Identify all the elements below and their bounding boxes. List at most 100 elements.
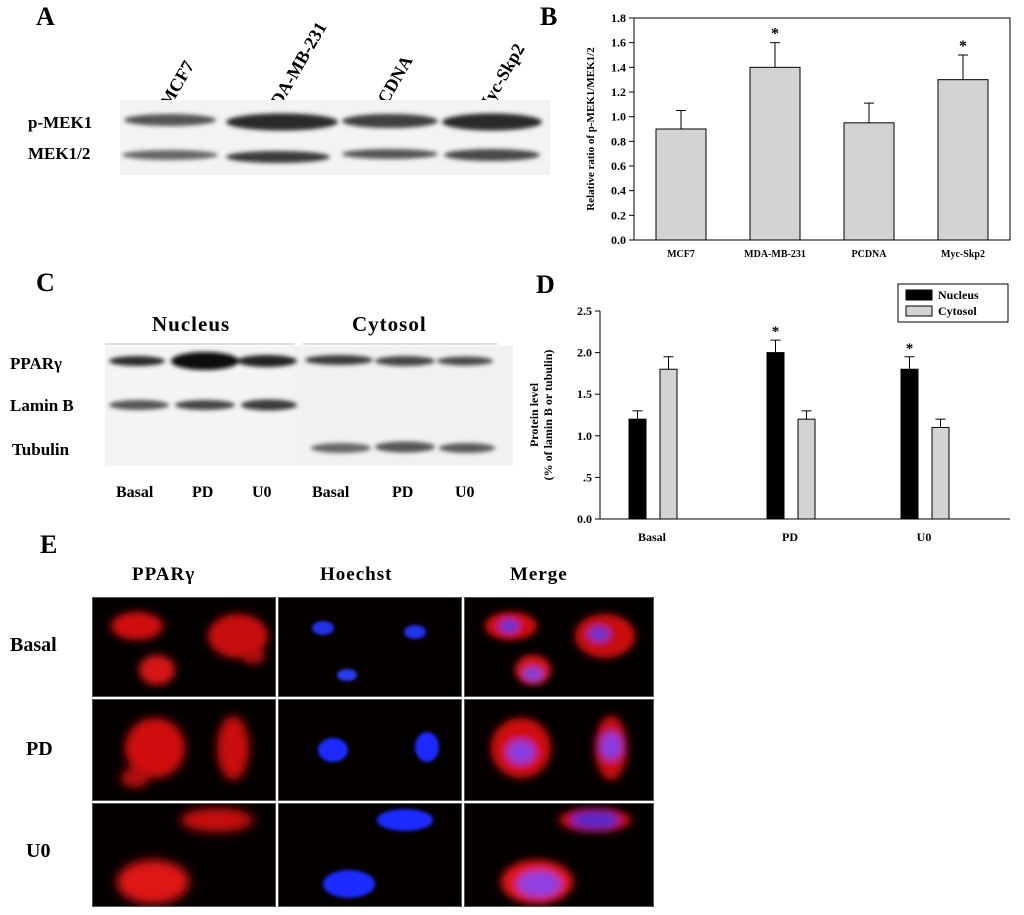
panel-b-letter: B: [540, 2, 558, 31]
lane-label-basal-c: Basal: [312, 484, 350, 501]
micrograph-u0-ppar: [92, 803, 276, 907]
chart-b-significance-mda-mb-231: *: [771, 26, 779, 43]
band-ppar-pd-c: [375, 356, 435, 366]
row-label-p-mek1: p-MEK1: [28, 113, 93, 132]
lane-label-basal-n: Basal: [116, 484, 154, 501]
chart-b-xlabel-mda-mb-231: MDA-MB-231: [744, 249, 806, 260]
chart-d-legend-label-cytosol: Cytosol: [938, 304, 977, 318]
panel-d-letter: D: [536, 270, 555, 299]
chart-d-xlabel-u0: U0: [917, 530, 932, 544]
band-mek-pcdna: [342, 149, 438, 159]
chart-d: 0.0 .5 1.0 1.5 2.0 2.5 Protein level (% of lami…: [527, 283, 1010, 544]
chart-b-ytick-label: 0.2: [611, 208, 626, 222]
band-tubulin-pd: [375, 441, 435, 453]
lane-label-pd-c: PD: [392, 484, 414, 501]
band-mek-mda: [226, 151, 330, 163]
chart-d-bar-nucleus-u0: [900, 368, 919, 520]
chart-b-bar-mcf7: [655, 128, 707, 241]
micro-row-pd: PD: [26, 738, 53, 760]
chart-b-bar-pcdna: [843, 122, 895, 241]
band-pmek1-mcf7: [124, 114, 216, 126]
chart-d-ytick-label: 2.0: [577, 346, 592, 360]
micrograph-u0-hoechst: [278, 803, 462, 907]
chart-b-xlabel-myc-skp2: Myc-Skp2: [941, 249, 985, 260]
band-mek-mcf7: [122, 150, 218, 160]
chart-b-xlabel-pcdna: PCDNA: [852, 249, 888, 260]
band-ppar-pd-n: [171, 352, 239, 370]
micro-col-hoechst: Hoechst: [320, 564, 393, 585]
micrograph-u0-merge: [464, 803, 654, 907]
micro-col-merge: Merge: [510, 564, 568, 585]
chart-d-legend: Nucleus Cytosol: [897, 283, 1009, 323]
chart-d-bar-nucleus-pd: [766, 352, 785, 520]
row-label-ppar-gamma: PPARγ: [10, 354, 63, 373]
row-label-lamin-b: Lamin B: [10, 396, 74, 415]
chart-d-xlabel-basal: Basal: [638, 530, 667, 544]
chart-b-ylabel: Relative ratio of p-MEK1/MEK1/2: [585, 47, 597, 211]
blot-a-membrane: [120, 100, 550, 175]
row-label-mek1-2: MEK1/2: [28, 144, 91, 163]
band-ppar-u0-n: [237, 355, 297, 367]
chart-b-ytick-label: 0.4: [611, 184, 626, 198]
micro-col-ppar: PPARγ: [132, 564, 196, 585]
chart-d-ylabel2: (% of lamin B or tubulin): [541, 350, 555, 481]
micrograph-pd-hoechst: [278, 699, 462, 801]
group-label-nucleus: Nucleus: [152, 312, 231, 336]
chart-b-ytick-label: 1.4: [611, 60, 626, 74]
band-ppar-u0-c: [437, 356, 493, 366]
band-laminb-basal: [109, 400, 169, 410]
chart-b-frame: [633, 17, 1011, 241]
chart-d-bar-nucleus-basal: [628, 418, 647, 520]
chart-d-bar-cytosol-basal: [659, 368, 678, 520]
chart-d-bar-cytosol-u0: [931, 426, 950, 520]
chart-d-ytick-label: 1.5: [577, 387, 592, 401]
chart-d-ytick-label: 2.5: [577, 304, 592, 318]
band-laminb-u0: [241, 399, 297, 411]
chart-d-significance-pd: *: [772, 324, 780, 340]
chart-b: 0.0 0.2 0.4 0.6 0.8 1.0 1.2 1.4 1.6 1.8 Relative r…: [585, 11, 1011, 260]
lane-label-pd-n: PD: [192, 484, 214, 501]
chart-b-ytick-label: 1.8: [611, 11, 626, 25]
chart-b-ytick-label: 1.2: [611, 85, 626, 99]
chart-d-legend-swatch-cytosol: [905, 305, 933, 317]
chart-d-ylabel: Protein level: [527, 382, 541, 447]
chart-d-xlabel-pd: PD: [782, 530, 798, 544]
band-pmek1-myc: [442, 113, 542, 131]
chart-b-ytick-label: 0.6: [611, 159, 626, 173]
panel-a-letter: A: [36, 2, 55, 31]
lane-label-u0-n: U0: [252, 484, 272, 501]
band-mek-myc: [444, 149, 540, 161]
micrograph-basal-merge: [464, 597, 654, 697]
chart-d-significance-u0: *: [906, 341, 914, 357]
band-pmek1-pcdna: [342, 114, 438, 128]
chart-b-ytick-label: 0.8: [611, 134, 626, 148]
band-ppar-basal-c: [305, 355, 373, 365]
chart-b-ytick-label: 1.0: [611, 110, 626, 124]
chart-b-significance-myc-skp2: *: [959, 38, 967, 55]
chart-d-legend-swatch-nucleus: [905, 289, 933, 301]
chart-d-bar-cytosol-pd: [797, 418, 816, 520]
band-tubulin-u0: [439, 443, 495, 453]
micrograph-pd-merge: [464, 699, 654, 801]
band-tubulin-basal: [311, 443, 371, 453]
micrograph-basal-hoechst: [278, 597, 462, 697]
blot-c: [105, 343, 513, 466]
chart-b-xlabel-mcf7: MCF7: [667, 249, 695, 260]
chart-b-ytick-label: 0.0: [611, 233, 626, 247]
lane-label-u0-c: U0: [455, 484, 475, 501]
band-laminb-pd: [175, 400, 235, 410]
chart-d-ytick-label: 1.0: [577, 429, 592, 443]
band-pmek1-mda: [226, 113, 338, 131]
chart-b-bar-myc-skp2: [937, 79, 989, 241]
micro-row-basal: Basal: [10, 634, 57, 656]
row-label-tubulin: Tubulin: [12, 440, 70, 459]
chart-d-ytick-label: 0.0: [577, 512, 592, 526]
blot-a: [120, 100, 550, 175]
chart-d-ytick-label: .5: [583, 470, 592, 484]
band-ppar-basal-n: [109, 356, 165, 366]
micrograph-pd-ppar: [92, 699, 276, 801]
panel-e-letter: E: [40, 530, 58, 559]
chart-b-ytick-label: 1.6: [611, 36, 626, 50]
micrograph-basal-ppar: [92, 597, 276, 697]
panel-c-letter: C: [36, 268, 55, 297]
